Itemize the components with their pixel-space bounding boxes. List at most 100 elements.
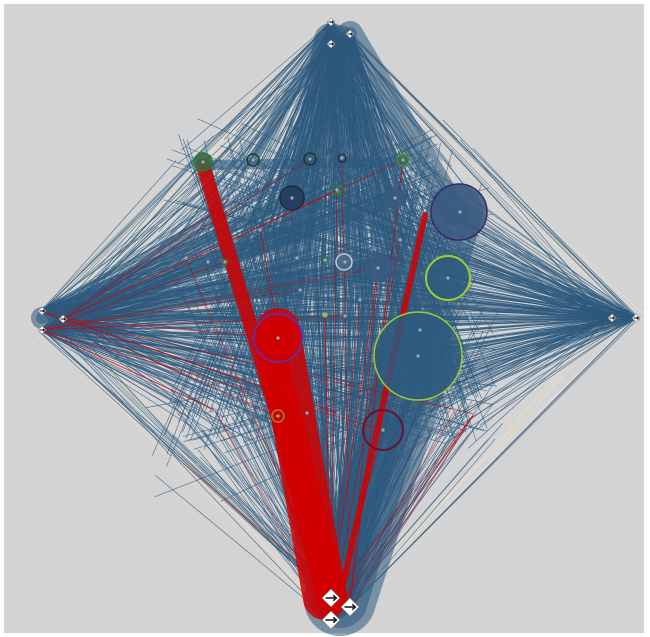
edge: [475, 318, 613, 431]
node-dot[interactable]: [446, 276, 450, 280]
node-dot[interactable]: [251, 158, 255, 162]
arrow-marker-icon[interactable]: [321, 588, 341, 608]
node-dot[interactable]: [213, 408, 217, 412]
node-dot[interactable]: [323, 258, 327, 262]
arrow-marker-icon[interactable]: [321, 610, 341, 630]
highlight-edge: [330, 239, 401, 621]
highlight-edge: [62, 318, 279, 339]
node-ring[interactable]: [221, 258, 229, 266]
edge: [61, 293, 211, 321]
node-ring[interactable]: [321, 256, 329, 264]
node-dot[interactable]: [201, 160, 205, 164]
edge: [376, 191, 614, 321]
edge: [43, 215, 245, 310]
arrow-marker-icon[interactable]: [340, 597, 360, 617]
node-dot[interactable]: [180, 460, 184, 464]
node-dot[interactable]: [336, 411, 340, 415]
node-ring[interactable]: [337, 153, 347, 163]
highlight-edge: [62, 189, 338, 320]
node-dot[interactable]: [188, 406, 192, 410]
arrow-marker-icon[interactable]: [58, 314, 68, 324]
node-dot[interactable]: [228, 198, 232, 202]
node-dot[interactable]: [458, 210, 462, 214]
node-ring[interactable]: [362, 409, 404, 451]
node-dot[interactable]: [418, 328, 422, 332]
node-dot[interactable]: [472, 412, 476, 416]
arrow-marker-icon[interactable]: [326, 39, 336, 49]
node-dot[interactable]: [206, 260, 210, 264]
edge: [479, 318, 635, 426]
node-dot[interactable]: [468, 316, 472, 320]
node-dot[interactable]: [276, 414, 280, 418]
edge: [445, 317, 637, 444]
node-dot[interactable]: [398, 238, 402, 242]
hub-arrow: [633, 316, 640, 320]
node-dot[interactable]: [393, 196, 397, 200]
node-dot[interactable]: [256, 256, 260, 260]
node-dot[interactable]: [335, 188, 339, 192]
envelope-edge: [330, 21, 617, 323]
node-ring[interactable]: [331, 184, 343, 196]
node-dot[interactable]: [436, 410, 440, 414]
edge: [433, 317, 635, 441]
edge: [41, 168, 298, 329]
node-ring[interactable]: [271, 409, 285, 423]
node-dot[interactable]: [276, 336, 280, 340]
node-dot[interactable]: [343, 260, 347, 264]
node-dot[interactable]: [376, 266, 380, 270]
node-dot[interactable]: [295, 256, 299, 260]
node-dot[interactable]: [401, 158, 405, 162]
node-dot[interactable]: [381, 428, 385, 432]
node-dot[interactable]: [305, 411, 309, 415]
node-dot[interactable]: [416, 354, 420, 358]
node-dot[interactable]: [323, 313, 327, 317]
highlight-edge: [330, 189, 338, 599]
node-dot[interactable]: [308, 157, 312, 161]
arrow-marker-icon[interactable]: [631, 313, 641, 323]
arrow-marker-icon[interactable]: [607, 313, 617, 323]
node-dot[interactable]: [238, 408, 242, 412]
arrow-marker-icon[interactable]: [326, 17, 336, 27]
node-dot[interactable]: [184, 256, 188, 260]
edge: [350, 31, 458, 140]
edge: [305, 183, 611, 320]
edge: [510, 315, 614, 339]
node-dot[interactable]: [258, 228, 262, 232]
edge: [42, 329, 181, 376]
node-dot[interactable]: [428, 158, 432, 162]
hub-arrow: [325, 594, 338, 602]
highlight-edge: [214, 409, 332, 621]
arrow-marker-icon[interactable]: [37, 325, 47, 335]
edge: [178, 21, 331, 237]
edge: [324, 239, 638, 318]
arrow-marker-icon[interactable]: [345, 29, 355, 39]
envelope-edge: [330, 21, 610, 323]
node-dot[interactable]: [358, 298, 362, 302]
hub-arrow: [328, 20, 335, 24]
node-ring[interactable]: [322, 312, 328, 318]
hub-nodes[interactable]: [37, 17, 641, 630]
arrow-marker-icon[interactable]: [37, 306, 47, 316]
edge: [304, 318, 638, 420]
edge: [328, 194, 637, 319]
node-dot[interactable]: [223, 260, 227, 264]
highlight-edge: [324, 314, 332, 621]
highlight-edge: [41, 310, 279, 417]
edge: [42, 308, 412, 319]
envelope-edge: [43, 313, 332, 599]
node-rings[interactable]: [180, 152, 488, 464]
envelope-edge: [37, 21, 332, 314]
node-ring[interactable]: [303, 152, 317, 166]
edge: [349, 155, 637, 320]
node-ring[interactable]: [246, 153, 260, 167]
edge: [516, 318, 638, 380]
node-dot[interactable]: [298, 288, 302, 292]
hub-arrow: [39, 328, 46, 332]
node-dot[interactable]: [340, 156, 344, 160]
node-dot[interactable]: [290, 196, 294, 200]
edge: [43, 331, 222, 422]
node-dot[interactable]: [343, 314, 347, 318]
node-dot[interactable]: [453, 408, 457, 412]
